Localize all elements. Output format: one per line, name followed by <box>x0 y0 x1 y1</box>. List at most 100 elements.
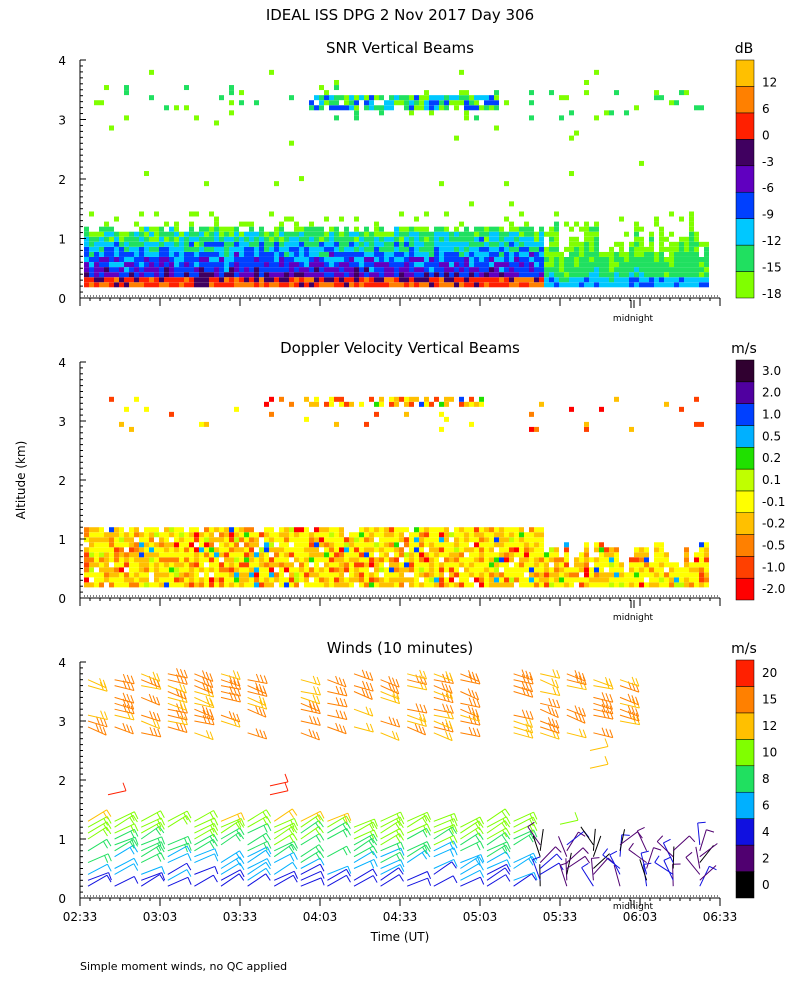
wind-barb-flag <box>426 823 431 832</box>
wind-barb-flag <box>475 691 480 701</box>
doppler-cell <box>239 527 244 533</box>
doppler-cell <box>619 582 624 588</box>
doppler-cell <box>634 567 639 573</box>
doppler-cell <box>124 537 129 543</box>
snr-cell <box>109 226 114 232</box>
doppler-cell <box>269 542 274 548</box>
snr-cell <box>379 241 384 247</box>
doppler-cell <box>344 542 349 548</box>
wind-barb <box>380 685 399 695</box>
snr-cell <box>189 246 194 252</box>
wind-barb-flag <box>262 811 268 819</box>
snr-cell <box>159 251 164 257</box>
doppler-cell <box>99 542 104 548</box>
snr-cell <box>579 257 584 263</box>
snr-cell <box>274 267 279 273</box>
snr-cell <box>164 267 169 273</box>
doppler-cell <box>529 572 534 578</box>
snr-cell <box>289 246 294 252</box>
doppler-cell <box>354 567 359 573</box>
doppler-cell <box>204 572 209 578</box>
snr-cell <box>594 251 599 257</box>
snr-cell <box>304 226 309 232</box>
wind-barb <box>114 828 135 840</box>
snr-cell <box>594 236 599 242</box>
wind-barb-flag <box>129 725 134 735</box>
snr-cell <box>264 241 269 247</box>
wind-barb-flag <box>343 711 348 720</box>
doppler-cell <box>324 547 329 553</box>
snr-cell <box>589 272 594 278</box>
wind-barb-flag <box>315 828 321 836</box>
wind-barb-flag <box>103 823 109 832</box>
doppler-cell <box>424 562 429 568</box>
doppler-cell <box>574 562 579 568</box>
snr-cell <box>539 277 544 283</box>
doppler-cell <box>404 577 409 583</box>
doppler-cell <box>104 542 109 548</box>
snr-cell <box>179 236 184 242</box>
doppler-cell <box>124 552 129 558</box>
snr-cell <box>134 251 139 257</box>
wind-barb-flag <box>339 710 344 719</box>
snr-cell <box>589 262 594 268</box>
doppler-cell <box>489 542 494 548</box>
snr-cell <box>404 246 409 252</box>
wind-barb-flag <box>179 668 184 678</box>
wind-barb <box>300 857 321 869</box>
doppler-cell <box>229 537 234 543</box>
wind-barb <box>380 841 402 852</box>
doppler-cell <box>664 557 669 563</box>
snr-cell <box>289 95 294 101</box>
snr-cell <box>424 231 429 237</box>
doppler-cell <box>99 567 104 573</box>
snr-cell <box>339 236 344 242</box>
snr-cell <box>369 231 374 237</box>
snr-cell <box>184 272 189 278</box>
doppler-cell <box>474 537 479 543</box>
snr-cell <box>464 115 469 121</box>
wind-barb <box>433 726 454 733</box>
wind-barb <box>300 708 321 715</box>
wind-barb-flag <box>133 811 139 820</box>
doppler-cell <box>324 527 329 533</box>
snr-cell <box>164 257 169 263</box>
winds-unit-label: m/s <box>731 641 757 657</box>
doppler-cell <box>289 401 294 407</box>
doppler-cell <box>504 572 509 578</box>
snr-cell <box>339 246 344 252</box>
snr-cell <box>574 251 579 257</box>
snr-cell <box>589 267 594 273</box>
wind-barb <box>269 781 289 787</box>
snr-cell <box>284 236 289 242</box>
snr-cell <box>189 221 194 227</box>
doppler-cell <box>454 547 459 553</box>
doppler-cell <box>424 567 429 573</box>
doppler-cell <box>644 557 649 563</box>
snr-cell <box>569 277 574 283</box>
snr-cell <box>169 226 174 232</box>
snr-cell <box>164 272 169 278</box>
snr-cell <box>684 241 689 247</box>
wind-barb-flag <box>289 854 295 862</box>
snr-cell <box>484 231 489 237</box>
snr-cell <box>694 277 699 283</box>
doppler-cell <box>424 582 429 588</box>
snr-cell <box>499 231 504 237</box>
snr-cell <box>479 105 484 111</box>
doppler-cell <box>249 562 254 568</box>
wind-barb <box>167 714 188 721</box>
wind-barb <box>593 708 613 715</box>
snr-cell <box>474 267 479 273</box>
doppler-cell <box>594 572 599 578</box>
doppler-cell <box>519 572 524 578</box>
doppler-cell <box>304 552 309 558</box>
snr-cell <box>509 282 514 288</box>
snr-cell <box>139 272 144 278</box>
doppler-cell <box>614 552 619 558</box>
doppler-cell <box>444 582 449 588</box>
snr-cell <box>659 251 664 257</box>
snr-cell <box>134 236 139 242</box>
doppler-cell <box>474 532 479 538</box>
doppler-cell <box>409 562 414 568</box>
